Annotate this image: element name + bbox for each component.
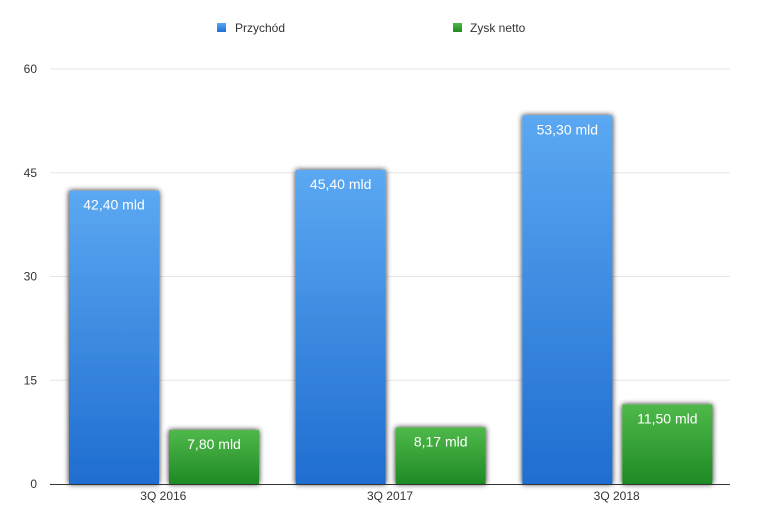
x-category-label: 3Q 2018: [594, 489, 640, 503]
legend-swatch-przychod: [217, 23, 226, 32]
y-tick-label: 30: [24, 270, 38, 284]
bar-data-label: 8,17 mld: [414, 433, 468, 449]
legend-swatch-zysk-netto: [453, 23, 462, 32]
bar-data-label: 7,80 mld: [187, 436, 241, 452]
bar-zysk-netto: [169, 430, 259, 484]
bar-przychod: [295, 169, 386, 484]
y-tick-label: 60: [24, 62, 38, 76]
legend-label-zysk-netto: Zysk netto: [470, 21, 526, 35]
y-tick-label: 45: [24, 166, 38, 180]
bars: 42,40 mld 7,80 mld 45,40 mld 8,17 mld 53,30 …: [69, 115, 713, 484]
bar-data-label: 42,40 mld: [83, 197, 144, 213]
bar-przychod: [69, 190, 159, 484]
bar-data-label: 53,30 mld: [537, 121, 598, 137]
bar-zysk-netto: [395, 427, 486, 484]
y-tick-label: 0: [30, 477, 37, 491]
bar-przychod: [522, 115, 613, 484]
legend-label-przychod: Przychód: [235, 21, 285, 35]
bar-zysk-netto: [622, 404, 713, 484]
x-category-label: 3Q 2017: [367, 489, 413, 503]
bar-data-label: 11,50 mld: [637, 410, 697, 426]
y-tick-label: 15: [24, 373, 38, 387]
legend: Przychód Zysk netto: [217, 21, 526, 35]
x-category-label: 3Q 2016: [140, 489, 186, 503]
bar-data-label: 45,40 mld: [310, 176, 371, 192]
gridlines: [50, 68, 730, 381]
y-axis-ticks: 0 15 30 45 60: [24, 62, 38, 491]
x-axis-categories: 3Q 2016 3Q 2017 3Q 2018: [140, 489, 640, 503]
